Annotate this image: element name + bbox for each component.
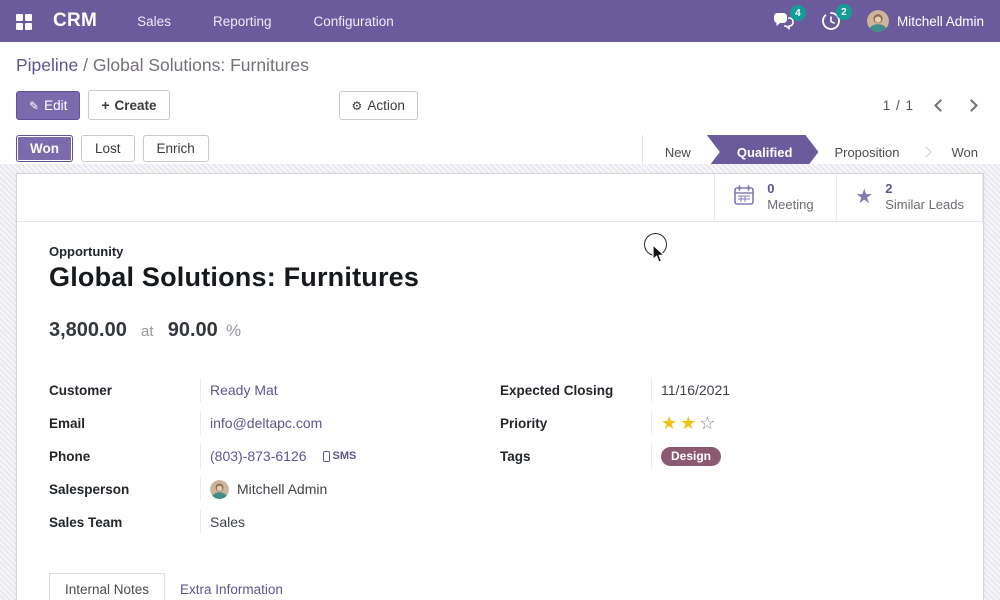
- top-navbar: CRM Sales Reporting Configuration 4 2 Mi…: [0, 0, 1000, 42]
- phone-label: Phone: [49, 448, 91, 464]
- salesperson-field: Salesperson Mitchell Admin: [49, 473, 500, 506]
- phone-value[interactable]: (803)-873-6126: [210, 448, 307, 464]
- similar-leads-label: Similar Leads: [885, 197, 964, 213]
- email-value[interactable]: info@deltapc.com: [210, 415, 323, 431]
- pager: 1 / 1: [883, 98, 984, 113]
- stage-qualified[interactable]: Qualified: [707, 135, 819, 169]
- breadcrumb-pipeline[interactable]: Pipeline: [16, 55, 79, 75]
- systray: 4 2 Mitchell Admin: [747, 4, 984, 32]
- notebook-tabs: Internal Notes Extra Information: [49, 572, 951, 600]
- revenue-line: 3,800.00 at 90.00 %: [49, 319, 951, 342]
- stage-proposition[interactable]: Proposition: [834, 144, 900, 160]
- stat-button-row: 0 Meeting ★ 2 Similar Leads: [17, 174, 983, 222]
- meetings-stat-button[interactable]: 0 Meeting: [714, 174, 836, 221]
- email-field: Email info@deltapc.com: [49, 407, 500, 440]
- control-panel-buttons: ✎ Edit + Create ⚙ Action 1 / 1: [16, 82, 984, 130]
- tags-label: Tags: [500, 448, 531, 464]
- chat-bubbles-icon: [773, 13, 794, 30]
- email-label: Email: [49, 415, 86, 431]
- menu-configuration[interactable]: Configuration: [313, 13, 394, 29]
- breadcrumb-separator: /: [83, 55, 89, 75]
- probability-value: 90.00: [167, 318, 218, 341]
- apps-grid-icon[interactable]: [16, 13, 32, 30]
- create-button[interactable]: + Create: [88, 90, 170, 120]
- edit-button[interactable]: ✎ Edit: [16, 90, 81, 120]
- gear-icon: ⚙: [351, 98, 363, 113]
- sales-team-label: Sales Team: [49, 514, 123, 530]
- similar-leads-stat-button[interactable]: ★ 2 Similar Leads: [836, 174, 983, 221]
- priority-label: Priority: [500, 415, 548, 431]
- priority-star-2[interactable]: ★: [680, 413, 697, 433]
- phone-field: Phone (803)-873-6126 SMS: [49, 440, 500, 473]
- tab-internal-notes[interactable]: Internal Notes: [49, 572, 166, 600]
- enrich-button[interactable]: Enrich: [142, 135, 209, 162]
- sales-team-field: Sales Team Sales: [49, 506, 500, 539]
- customer-value[interactable]: Ready Mat: [210, 382, 278, 398]
- expected-closing-value[interactable]: 11/16/2021: [661, 382, 731, 398]
- stage-won[interactable]: Won: [951, 144, 979, 160]
- menu-sales[interactable]: Sales: [137, 13, 171, 29]
- user-name: Mitchell Admin: [896, 13, 984, 29]
- messages-badge: 4: [789, 5, 806, 21]
- tab-extra-information[interactable]: Extra Information: [180, 581, 283, 597]
- priority-field: Priority ★ ★ ☆: [500, 407, 951, 440]
- at-label: at: [141, 322, 154, 340]
- pager-next-icon[interactable]: [965, 98, 978, 112]
- priority-star-1[interactable]: ★: [661, 413, 678, 433]
- plus-icon: +: [101, 97, 110, 113]
- breadcrumb: Pipeline / Global Solutions: Furnitures: [16, 42, 984, 82]
- percent-label: %: [225, 320, 242, 340]
- salesperson-value[interactable]: Mitchell Admin: [237, 481, 328, 497]
- meeting-count: 0: [767, 181, 775, 196]
- field-grid: Customer Ready Mat Email info@deltapc.co…: [49, 374, 951, 539]
- tag-design[interactable]: Design: [661, 446, 722, 466]
- opportunity-sheet: 0 Meeting ★ 2 Similar Leads Opportunity …: [16, 173, 984, 600]
- form-background: 0 Meeting ★ 2 Similar Leads Opportunity …: [0, 164, 1000, 600]
- breadcrumb-current: Global Solutions: Furnitures: [92, 55, 309, 75]
- activities-button[interactable]: 2: [821, 4, 852, 31]
- meeting-label: Meeting: [767, 197, 814, 213]
- tags-field: Tags Design: [500, 440, 951, 473]
- priority-star-3[interactable]: ☆: [699, 413, 716, 433]
- calendar-icon: [733, 184, 755, 210]
- salesperson-avatar: [210, 479, 229, 499]
- field-column-right: Expected Closing 11/16/2021 Priority ★ ★…: [500, 374, 951, 539]
- expected-closing-label: Expected Closing: [500, 382, 614, 398]
- star-icon: ★: [855, 186, 874, 209]
- menu-reporting[interactable]: Reporting: [212, 13, 272, 29]
- record-type-label: Opportunity: [49, 243, 124, 259]
- sheet-body: Opportunity Global Solutions: Furnitures…: [17, 222, 983, 600]
- messages-button[interactable]: 4: [773, 5, 806, 30]
- customer-label: Customer: [49, 382, 113, 398]
- app-name[interactable]: CRM: [53, 10, 98, 31]
- action-menu-button[interactable]: ⚙ Action: [338, 90, 418, 120]
- stage-new[interactable]: New: [664, 144, 691, 160]
- lost-button[interactable]: Lost: [81, 135, 135, 162]
- user-menu[interactable]: Mitchell Admin: [866, 10, 984, 32]
- expected-revenue: 3,800.00: [49, 318, 127, 341]
- status-buttons: Won Lost Enrich: [16, 135, 217, 169]
- similar-leads-count: 2: [885, 181, 893, 196]
- sms-button[interactable]: SMS: [322, 450, 356, 462]
- mobile-phone-icon: [322, 450, 330, 462]
- opportunity-title: Global Solutions: Furnitures: [49, 261, 420, 292]
- won-button[interactable]: Won: [16, 135, 73, 162]
- pager-count: 1 / 1: [882, 97, 914, 113]
- customer-field: Customer Ready Mat: [49, 374, 500, 407]
- field-column-left: Customer Ready Mat Email info@deltapc.co…: [49, 374, 500, 539]
- stage-pipeline: New Qualified Proposition Won: [641, 135, 1000, 169]
- user-avatar: [866, 10, 889, 32]
- sales-team-value[interactable]: Sales: [210, 514, 246, 530]
- pager-previous-icon[interactable]: [934, 98, 947, 112]
- salesperson-label: Salesperson: [49, 481, 130, 497]
- expected-closing-field: Expected Closing 11/16/2021: [500, 374, 951, 407]
- activities-badge: 2: [835, 4, 852, 20]
- pencil-icon: ✎: [29, 98, 40, 113]
- control-panel: Pipeline / Global Solutions: Furnitures …: [0, 42, 1000, 130]
